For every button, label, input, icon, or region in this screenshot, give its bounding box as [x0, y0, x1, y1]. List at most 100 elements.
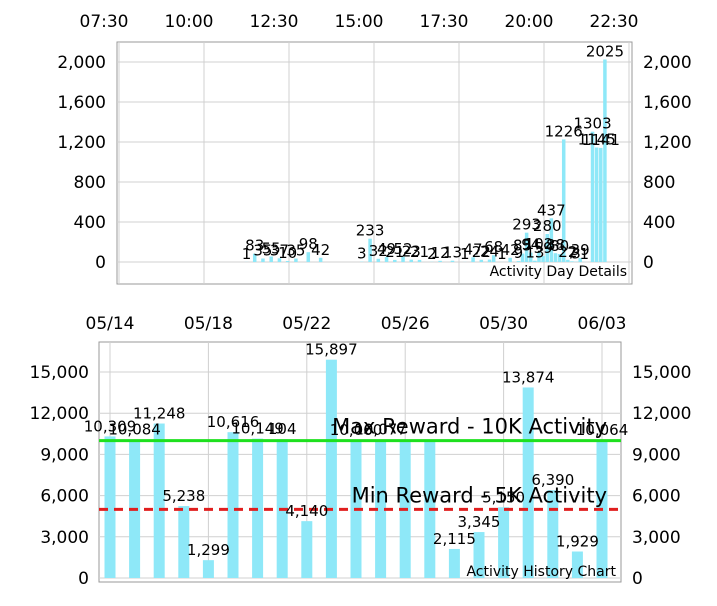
day-chart-y-tick-left: 800 [74, 173, 106, 193]
day-bar [578, 258, 582, 262]
history-bar [325, 359, 337, 578]
history-bar [104, 436, 116, 578]
day-bar-label: 1 [460, 245, 470, 263]
history-chart-right-y-axis: 0 3,000 6,000 9,000 12,000 15,000 [632, 363, 691, 589]
day-chart-y-tick-left: 0 [95, 253, 106, 273]
history-bar-label: 1,929 [556, 533, 599, 551]
history-chart-description: Activity History Chart [466, 564, 616, 580]
day-chart-x-tick: 22:30 [590, 12, 639, 32]
day-bar [252, 253, 257, 262]
history-chart-left-y-axis: 0 3,000 6,000 9,000 12,000 15,000 [30, 363, 89, 589]
day-bar-label: 35 [286, 242, 305, 260]
day-chart-x-tick: 20:00 [505, 12, 554, 32]
day-bar [393, 259, 397, 262]
day-bar-label: 3 [357, 245, 367, 263]
history-bar-label: 5,238 [162, 487, 205, 505]
day-bar-label: 9 [514, 244, 524, 262]
history-chart-x-tick: 05/22 [282, 314, 331, 334]
day-bar [524, 232, 529, 262]
history-chart-y-tick-left: 12,000 [30, 404, 89, 424]
history-bar-label: 6,390 [531, 471, 574, 489]
history-bar [571, 551, 583, 578]
day-bar-label: 1 [497, 245, 507, 263]
day-chart-x-tick: 15:00 [335, 12, 384, 32]
history-chart-border [98, 341, 622, 583]
day-chart-y-tick-left: 400 [74, 213, 106, 233]
history-chart-y-tick-right: 6,000 [632, 487, 681, 507]
day-chart-y-tick-right: 400 [643, 213, 675, 233]
day-chart-x-tick: 07:30 [80, 12, 129, 32]
day-bar [508, 257, 512, 262]
day-bar-label: 32 [369, 242, 388, 260]
day-bar [529, 252, 533, 262]
history-bar-label: 5,150 [482, 488, 525, 506]
day-bar-label: 49 [377, 240, 396, 258]
day-bar [537, 251, 541, 262]
day-chart-y-tick-left: 1,200 [57, 133, 106, 153]
day-bar-label: 37 [270, 241, 289, 259]
day-bar-label: 39 [571, 241, 590, 259]
day-bar-label: 1 [580, 245, 590, 263]
history-bar-label: 4,140 [285, 502, 328, 520]
day-bar [269, 256, 273, 262]
day-bar-label: 52 [393, 240, 412, 258]
day-bar [520, 253, 525, 262]
day-bar-label: 83 [245, 237, 264, 255]
day-chart-y-tick-right: 0 [643, 253, 654, 273]
history-chart-y-tick-right: 15,000 [632, 363, 691, 383]
day-bar [491, 255, 496, 262]
history-bar [473, 532, 485, 578]
day-bar [479, 259, 484, 262]
day-bar-label: 88 [546, 236, 565, 254]
history-bar [227, 432, 239, 578]
day-bar [294, 258, 298, 262]
day-bar [545, 234, 549, 262]
history-bar-label: 1,299 [187, 541, 230, 559]
history-bar-label: 13,874 [502, 368, 555, 386]
history-bar-label: 3,345 [458, 513, 501, 531]
history-bar [178, 506, 190, 578]
day-chart-y-tick-right: 1,600 [643, 93, 692, 113]
day-bar-label: 1141 [582, 131, 620, 149]
day-bar-label: 55 [262, 240, 281, 258]
day-bar [409, 259, 414, 262]
day-chart-left-y-axis: 0 400 800 1,200 1,600 2,000 [57, 53, 106, 273]
history-bar-label: 2,115 [433, 530, 476, 548]
day-bar [471, 257, 475, 262]
history-bar-label: 11,248 [133, 405, 186, 423]
day-chart-bars [244, 59, 607, 262]
day-bar-label: 21 [385, 243, 404, 261]
day-bar [318, 257, 323, 262]
history-chart-y-tick-left: 0 [78, 569, 89, 589]
day-bar [566, 259, 570, 262]
history-bar [202, 560, 214, 578]
day-bar-label: 12 [431, 244, 450, 262]
day-bar-label: 59 [534, 239, 553, 257]
day-bar-label: 94 [521, 236, 540, 254]
history-chart-x-axis: 05/14 05/18 05/22 05/26 05/30 06/03 [86, 314, 627, 334]
history-bar-label: 104 [268, 420, 297, 438]
day-bar [277, 258, 282, 262]
day-bar [561, 139, 566, 262]
day-bar-label: 1226 [545, 122, 583, 140]
day-bar-label: 1303 [573, 115, 611, 133]
day-bar-label: 2025 [586, 43, 624, 61]
history-bar-label: 10,309 [84, 417, 137, 435]
day-bar-label: 42 [311, 241, 330, 259]
day-bar-label: 68 [484, 238, 503, 256]
day-bar-label: 22 [472, 243, 491, 261]
history-bar [448, 548, 460, 578]
history-chart-y-tick-left: 9,000 [40, 445, 89, 465]
day-bar [368, 238, 372, 262]
day-bar [549, 218, 554, 262]
day-chart-y-tick-left: 2,000 [57, 53, 106, 73]
history-chart-x-tick: 05/18 [184, 314, 233, 334]
history-chart-limit-lines: Max Reward - 10K Activity Min Reward - 5K… [99, 415, 621, 511]
day-chart-right-y-axis: 0 400 800 1,200 1,600 2,000 [643, 53, 692, 273]
day-bar [438, 260, 442, 262]
day-bar-label: 80 [550, 237, 569, 255]
day-bar-label: 23 [402, 243, 421, 261]
day-bar-label: 3 [571, 245, 581, 263]
